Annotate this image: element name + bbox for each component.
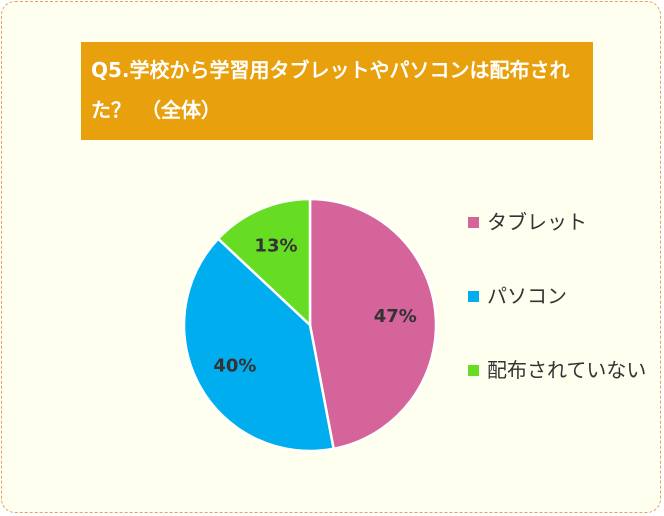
- data-label: 47%: [374, 306, 417, 327]
- pie-slice: [216, 197, 312, 328]
- data-label: 40%: [213, 355, 256, 376]
- legend-label: 配布されていない: [487, 358, 647, 382]
- legend-item: タブレット: [468, 204, 658, 240]
- pie-slice: [308, 197, 438, 451]
- legend-item: 配布されていない: [468, 352, 658, 388]
- legend-swatch: [468, 365, 479, 376]
- chart-title: Q5.学校から学習用タブレットやパソコンは配布された？ （全体）: [81, 42, 593, 140]
- legend-label: パソコン: [487, 284, 567, 308]
- legend-swatch: [468, 291, 479, 302]
- legend-item: パソコン: [468, 278, 658, 314]
- pie-slice: [182, 236, 336, 453]
- data-label: 13%: [254, 235, 297, 256]
- legend-swatch: [468, 217, 479, 228]
- legend-label: タブレット: [487, 210, 587, 234]
